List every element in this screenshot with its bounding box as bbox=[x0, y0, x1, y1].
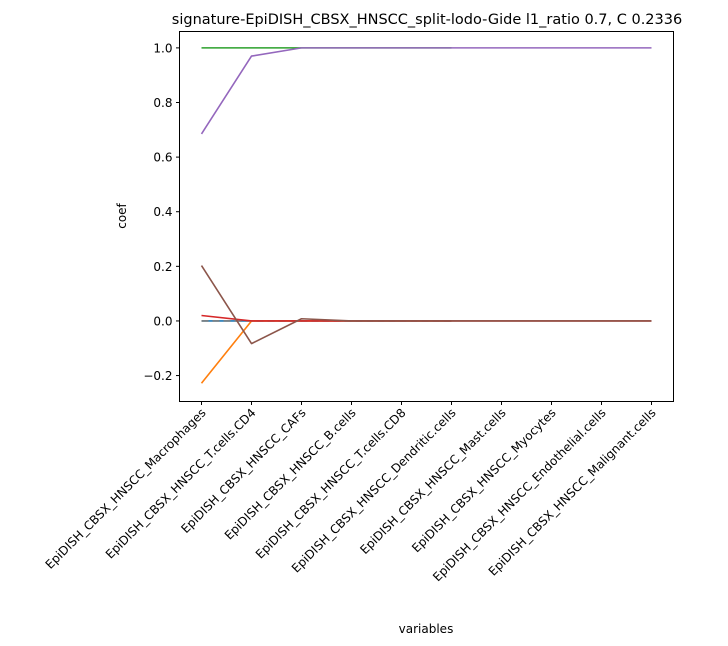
y-tick-label: 0.6 bbox=[153, 151, 172, 165]
chart-title: signature-EpiDISH_CBSX_HNSCC_split-lodo-… bbox=[172, 12, 682, 28]
y-tick-label: 0.4 bbox=[153, 205, 172, 219]
plot-frame bbox=[179, 31, 674, 402]
x-axis: EpiDISH_CBSX_HNSCC_MacrophagesEpiDISH_CB… bbox=[43, 401, 659, 585]
series-line-6 bbox=[200, 47, 652, 135]
series-line-5 bbox=[201, 314, 652, 322]
series-line-2 bbox=[200, 320, 452, 384]
x-axis-label: variables bbox=[399, 622, 454, 636]
series-line-7 bbox=[200, 265, 652, 345]
y-tick-label: 0.0 bbox=[153, 314, 172, 328]
y-tick-label: −0.2 bbox=[143, 369, 172, 383]
y-tick-label: 0.2 bbox=[153, 260, 172, 274]
y-tick-label: 1.0 bbox=[153, 41, 172, 55]
y-axis-label: coef bbox=[115, 202, 129, 228]
y-axis: −0.2 0.0 0.2 0.4 0.6 0.8 1.0 bbox=[143, 41, 180, 383]
x-tick-label: EpiDISH_CBSX_HNSCC_Endothelial.cells bbox=[430, 406, 609, 585]
series-group bbox=[200, 47, 652, 384]
y-tick-label: 0.8 bbox=[153, 96, 172, 110]
